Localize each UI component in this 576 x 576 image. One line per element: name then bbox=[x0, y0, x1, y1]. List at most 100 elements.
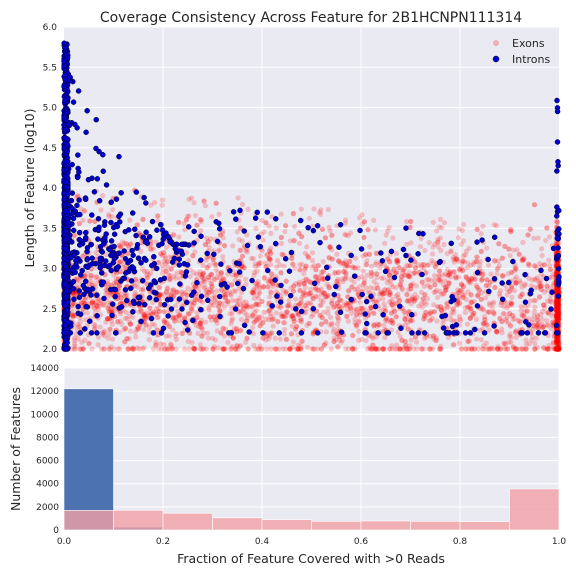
exon-point bbox=[553, 307, 559, 313]
exon-point bbox=[555, 316, 561, 323]
exon-point bbox=[170, 327, 176, 333]
intron-point bbox=[129, 247, 135, 254]
exon-point bbox=[393, 300, 399, 306]
intron-point bbox=[94, 292, 100, 298]
exon-point bbox=[231, 288, 237, 294]
exon-point bbox=[371, 299, 377, 305]
exon-point bbox=[467, 304, 473, 310]
exon-point bbox=[430, 219, 436, 225]
exon-point bbox=[446, 270, 452, 276]
exon-point bbox=[440, 282, 447, 288]
exon-point bbox=[261, 309, 267, 315]
exon-point bbox=[220, 275, 226, 281]
exon-point bbox=[537, 278, 544, 284]
exon-point bbox=[427, 284, 433, 290]
exon-point bbox=[554, 303, 560, 309]
exon-point bbox=[255, 316, 261, 322]
exon-point bbox=[436, 224, 442, 230]
exon-point bbox=[553, 240, 559, 246]
intron-point bbox=[331, 291, 337, 298]
exon-point bbox=[198, 320, 204, 326]
exon-point bbox=[209, 271, 215, 277]
exon-point bbox=[117, 311, 124, 317]
exon-point bbox=[201, 276, 207, 282]
exon-point bbox=[250, 255, 257, 262]
exon-point bbox=[431, 289, 437, 295]
exon-point bbox=[140, 346, 146, 352]
exon-point bbox=[300, 278, 306, 284]
exon-point bbox=[157, 284, 163, 291]
exon-point bbox=[259, 298, 265, 305]
exon-point bbox=[219, 300, 225, 307]
exon-point bbox=[555, 301, 561, 308]
exon-point bbox=[123, 309, 129, 316]
exon-point bbox=[492, 284, 498, 291]
intron-point bbox=[128, 278, 135, 284]
exon-point bbox=[214, 299, 220, 305]
intron-point bbox=[143, 257, 149, 263]
exon-point bbox=[499, 272, 505, 279]
intron-point bbox=[311, 280, 318, 287]
exon-point bbox=[458, 282, 465, 288]
exon-point bbox=[290, 339, 296, 345]
intron-point bbox=[86, 318, 93, 324]
intron-point bbox=[190, 317, 196, 324]
intron-point bbox=[95, 216, 102, 222]
exon-point bbox=[396, 346, 402, 352]
exon-point bbox=[490, 346, 496, 352]
exon-point bbox=[298, 346, 304, 352]
exon-point bbox=[377, 264, 383, 271]
exon-point bbox=[256, 289, 262, 295]
exon-point bbox=[466, 338, 473, 344]
exon-point bbox=[494, 328, 500, 334]
exon-point bbox=[519, 257, 525, 263]
exon-point bbox=[532, 263, 538, 269]
exon-point bbox=[203, 346, 209, 352]
exon-point bbox=[544, 283, 550, 289]
exon-point bbox=[537, 280, 543, 287]
intron-point bbox=[138, 260, 144, 266]
exon-point bbox=[119, 239, 126, 245]
exon-point bbox=[202, 202, 208, 209]
exon-point bbox=[302, 284, 308, 291]
exon-point bbox=[327, 314, 334, 320]
exon-point bbox=[291, 238, 297, 244]
exon-point bbox=[393, 284, 399, 291]
exon-point bbox=[399, 337, 405, 344]
exon-point bbox=[283, 289, 289, 295]
exon-point bbox=[555, 301, 562, 307]
exon-point bbox=[80, 346, 86, 352]
exon-point bbox=[153, 339, 159, 345]
exon-point bbox=[532, 346, 538, 352]
exon-point bbox=[544, 322, 551, 328]
exon-point bbox=[195, 330, 201, 337]
exon-point bbox=[455, 258, 461, 264]
exon-point bbox=[387, 272, 393, 278]
exon-point bbox=[390, 306, 397, 312]
exon-point bbox=[504, 314, 510, 320]
exon-point bbox=[209, 295, 215, 301]
exon-point bbox=[343, 262, 349, 268]
exon-point bbox=[430, 244, 436, 250]
exon-point bbox=[168, 341, 174, 347]
exon-point bbox=[531, 202, 538, 208]
exon-point bbox=[352, 255, 359, 261]
exon-point bbox=[451, 259, 457, 265]
exon-point bbox=[94, 303, 100, 309]
exon-point bbox=[325, 310, 331, 316]
intron-point bbox=[323, 264, 330, 271]
exon-point bbox=[257, 323, 263, 329]
exon-point bbox=[345, 346, 351, 352]
exon-point bbox=[89, 300, 95, 306]
exon-point bbox=[549, 313, 555, 319]
exon-point bbox=[127, 217, 133, 223]
exon-point bbox=[389, 346, 396, 352]
exon-point bbox=[212, 317, 219, 323]
exon-point bbox=[235, 298, 241, 304]
exon-point bbox=[268, 250, 274, 256]
exon-point bbox=[259, 320, 265, 326]
exon-point bbox=[485, 262, 492, 268]
exon-point bbox=[412, 270, 418, 276]
exon-point bbox=[411, 270, 418, 276]
exon-point bbox=[87, 274, 94, 281]
